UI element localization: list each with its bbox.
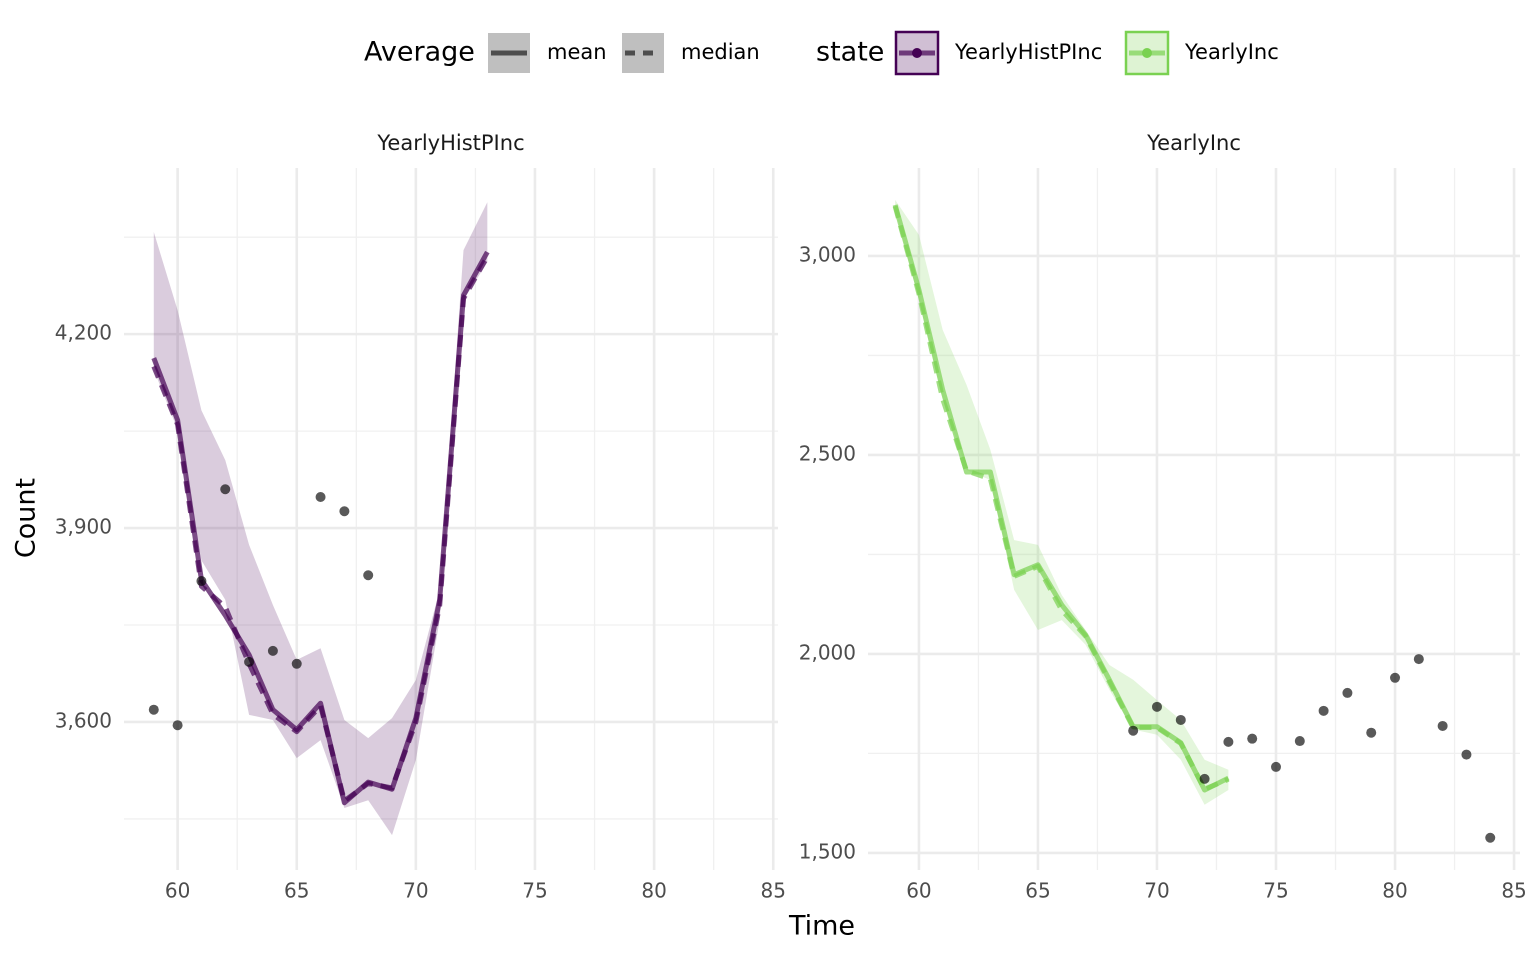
legend-symbol <box>912 48 922 58</box>
point <box>363 570 374 581</box>
point <box>1175 714 1186 725</box>
point <box>1461 749 1472 760</box>
y-tick-label: 2,500 <box>799 441 856 465</box>
point <box>220 484 231 495</box>
y-tick-label: 3,900 <box>55 515 112 539</box>
point <box>291 658 302 669</box>
line <box>151 255 490 804</box>
point <box>148 704 159 715</box>
y-tick-label: 3,000 <box>799 242 856 266</box>
point <box>172 720 183 731</box>
x-tick-label: 80 <box>641 879 666 903</box>
point <box>1247 733 1258 744</box>
x-tick-label: 80 <box>1382 879 1407 903</box>
x-tick-label: 60 <box>165 879 190 903</box>
point <box>1223 736 1234 747</box>
x-tick-label: 65 <box>1025 879 1050 903</box>
y-tick-label: 1,500 <box>799 839 856 863</box>
legend-label: YearlyInc <box>1184 40 1279 64</box>
ribbon <box>895 199 1229 805</box>
point <box>244 656 255 667</box>
point <box>267 645 278 656</box>
point <box>1271 761 1282 772</box>
point <box>1390 672 1401 683</box>
legend-title: Average <box>364 37 475 68</box>
point <box>1342 687 1353 698</box>
point <box>1128 725 1139 736</box>
x-tick-label: 65 <box>284 879 309 903</box>
y-tick-label: 3,600 <box>55 708 112 732</box>
x-tick-label: 75 <box>1263 879 1288 903</box>
point <box>1199 773 1210 784</box>
x-tick-label: 85 <box>761 879 786 903</box>
point <box>1413 654 1424 665</box>
x-tick-label: 75 <box>522 879 547 903</box>
point <box>196 576 207 587</box>
x-tick-label: 70 <box>1144 879 1169 903</box>
point <box>1151 701 1162 712</box>
y-tick-label: 4,200 <box>55 321 112 345</box>
x-tick-label: 70 <box>403 879 428 903</box>
y-tick-label: 2,000 <box>799 640 856 664</box>
legend-title: state <box>816 37 884 68</box>
point <box>1485 832 1496 843</box>
y-axis-label: Count <box>11 478 42 558</box>
point <box>1318 705 1329 716</box>
point <box>339 506 350 517</box>
line <box>892 205 1230 792</box>
point <box>1294 736 1305 747</box>
point <box>1437 720 1448 731</box>
x-tick-label: 85 <box>1501 879 1526 903</box>
point <box>315 492 326 503</box>
legend-label: mean <box>547 40 607 64</box>
legend-symbol <box>1142 48 1152 58</box>
facet-title: YearlyInc <box>1146 131 1241 155</box>
x-tick-label: 60 <box>906 879 931 903</box>
legend-label: YearlyHistPInc <box>954 40 1102 64</box>
ribbon <box>153 202 488 836</box>
point <box>1366 727 1377 738</box>
legend-label: median <box>681 40 760 64</box>
line <box>892 204 1230 793</box>
facet-title: YearlyHistPInc <box>376 131 524 155</box>
x-axis-label: Time <box>788 911 855 942</box>
